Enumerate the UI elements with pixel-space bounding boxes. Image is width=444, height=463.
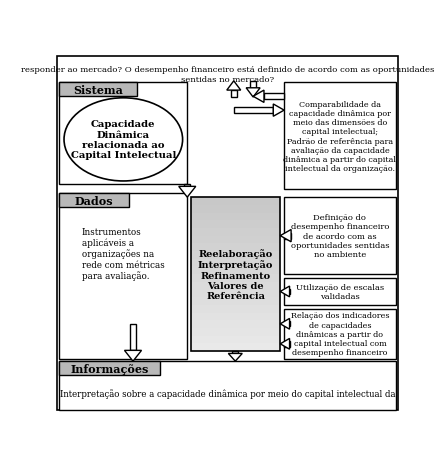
Polygon shape — [228, 354, 242, 361]
Text: responder ao mercado? O desempenho financeiro está definido de acordo com as opo: responder ao mercado? O desempenho finan… — [21, 66, 434, 83]
Bar — [191, 213, 280, 221]
Text: Definição do
desempenho financeiro
de acordo com as
oportunidades sentidas
no am: Definição do desempenho financeiro de ac… — [291, 214, 389, 258]
Text: Interpretação sobre a capacidade dinâmica por meio do capital intelectual da: Interpretação sobre a capacidade dinâmic… — [60, 388, 395, 398]
Bar — [191, 251, 280, 260]
Bar — [191, 228, 280, 237]
Bar — [250, 81, 256, 88]
Text: Relação dos indicadores
de capacidades
dinâmicas a partir do
capital intelectual: Relação dos indicadores de capacidades d… — [291, 312, 389, 357]
Polygon shape — [273, 105, 284, 117]
Text: Informações: Informações — [71, 363, 149, 374]
Polygon shape — [280, 230, 291, 242]
Polygon shape — [280, 319, 289, 330]
Bar — [130, 325, 136, 350]
Polygon shape — [280, 287, 289, 297]
Bar — [191, 321, 280, 329]
Polygon shape — [246, 88, 260, 98]
Text: Comparabilidade da
capacidade dinâmica por
meio das dimensões do
capital intelec: Comparabilidade da capacidade dinâmica p… — [283, 100, 396, 173]
Bar — [191, 313, 280, 321]
Text: Capacidade
Dinâmica
relacionada ao
Capital Intelectual: Capacidade Dinâmica relacionada ao Capit… — [71, 120, 176, 160]
Bar — [191, 259, 280, 267]
Bar — [191, 198, 280, 206]
Bar — [191, 282, 280, 290]
Text: Reelaboração
Interpretação
Refinamento
Valores de
Referência: Reelaboração Interpretação Refinamento V… — [198, 248, 274, 301]
Text: Dados: Dados — [75, 195, 114, 206]
Bar — [191, 275, 280, 282]
Text: Instrumentos
aplicáveis a
organizações na
rede com métricas
para avaliação.: Instrumentos aplicáveis a organizações n… — [82, 227, 165, 280]
Bar — [59, 361, 396, 411]
Bar — [191, 236, 280, 244]
Bar — [191, 206, 280, 213]
Bar — [59, 361, 160, 375]
Bar — [234, 108, 273, 114]
Polygon shape — [253, 91, 264, 103]
Bar — [59, 194, 129, 208]
Bar — [191, 328, 280, 337]
Bar — [191, 198, 280, 351]
Bar — [284, 83, 396, 190]
Bar — [59, 194, 187, 359]
Bar — [191, 344, 280, 352]
Bar — [230, 91, 237, 98]
Bar — [284, 198, 396, 275]
Bar — [264, 94, 284, 100]
Polygon shape — [179, 187, 196, 198]
Polygon shape — [280, 339, 289, 350]
Polygon shape — [227, 81, 241, 91]
Bar — [284, 233, 291, 239]
Text: Utilização de escalas
validadas: Utilização de escalas validadas — [296, 283, 384, 300]
Bar — [191, 290, 280, 298]
Bar — [284, 341, 289, 347]
Bar — [232, 351, 238, 354]
Bar — [191, 221, 280, 229]
Bar — [284, 309, 396, 359]
Bar — [191, 298, 280, 306]
Bar — [284, 289, 289, 294]
Text: Sistema: Sistema — [73, 85, 123, 96]
Bar — [284, 278, 396, 305]
Bar — [59, 83, 137, 97]
Polygon shape — [124, 350, 142, 361]
Bar — [59, 83, 187, 185]
Bar — [191, 336, 280, 344]
Bar — [284, 321, 289, 327]
Bar — [184, 185, 190, 187]
Bar — [191, 244, 280, 252]
Bar — [191, 267, 280, 275]
Bar — [191, 305, 280, 313]
